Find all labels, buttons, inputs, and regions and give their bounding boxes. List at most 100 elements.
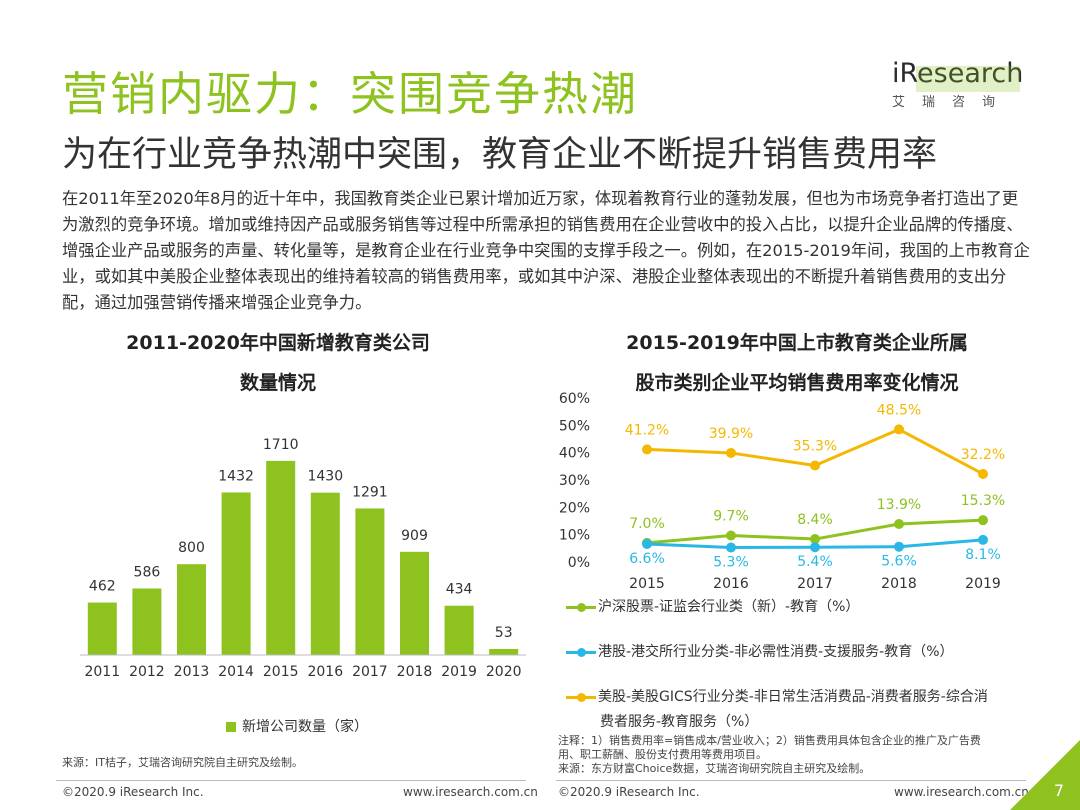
data-label: 41.2%: [625, 422, 669, 438]
bar-value-label: 909: [401, 528, 428, 544]
x-tick-label: 2018: [881, 576, 917, 592]
x-tick-label: 2017: [797, 576, 833, 592]
line-chart-title-line1: 2015-2019年中国上市教育类企业所属: [626, 332, 968, 354]
legend-label: 美股-美股GICS行业分类-非日常生活消费品-消费者服务-综合消: [598, 689, 988, 705]
logo-brand: iResearch: [892, 58, 1024, 89]
legend-label-continued: 费者服务-教育服务（%）: [600, 714, 759, 730]
source-note-right: 来源：东方财富Choice数据，艾瑞咨询研究院自主研究及绘制。: [558, 762, 871, 775]
data-point: [810, 542, 820, 553]
x-tick-label: 2018: [397, 664, 433, 680]
bar: [310, 492, 340, 655]
x-tick-label: 2016: [307, 664, 343, 680]
bar-value-label: 1432: [218, 468, 254, 484]
legend-marker-yellow: [566, 692, 596, 702]
page-subtitle: 为在行业竞争热潮中突围，教育企业不断提升销售费用率: [62, 135, 938, 175]
y-tick-label: 60%: [559, 391, 590, 407]
x-tick-label: 2019: [441, 664, 477, 680]
bar-value-label: 1710: [263, 437, 299, 453]
bar-chart-title-line1: 2011-2020年中国新增教育类公司: [126, 332, 430, 354]
line-legend-item-us: 美股-美股GICS行业分类-非日常生活消费品-消费者服务-综合消: [566, 686, 988, 706]
page-title: 营销内驱力：突围竞争热潮: [62, 67, 638, 121]
data-label: 13.9%: [877, 497, 921, 513]
legend-label: 港股-港交所行业分类-非必需性消费-支援服务-教育（%）: [598, 644, 954, 660]
bar-value-label: 800: [178, 540, 205, 556]
url-right: www.iresearch.com.cn: [894, 785, 1029, 799]
y-tick-label: 20%: [559, 500, 590, 516]
line-legend-item-hk: 港股-港交所行业分类-非必需性消费-支援服务-教育（%）: [566, 641, 954, 661]
x-tick-label: 2012: [129, 664, 165, 680]
data-label: 7.0%: [629, 516, 665, 532]
x-tick-label: 2019: [965, 576, 1001, 592]
data-label: 15.3%: [961, 493, 1005, 509]
legend-marker-green: [566, 602, 596, 612]
copyright-right: ©2020.9 iResearch Inc.: [558, 785, 700, 799]
x-tick-label: 2014: [218, 664, 254, 680]
footer-divider: [56, 780, 526, 781]
bar-chart: 462 2011 586 2012 800 2013 1432 2014 1710 2015 143…: [80, 437, 526, 680]
data-point: [978, 534, 988, 545]
intro-paragraph: 在2011年至2020年8月的近十年中，我国教育类企业已累计增加近万家，体现着教…: [62, 189, 1030, 312]
x-tick-label: 2020: [486, 664, 522, 680]
y-tick-label: 40%: [559, 446, 590, 462]
bar: [132, 588, 162, 655]
x-tick-label: 2011: [84, 664, 120, 680]
data-label: 35.3%: [793, 439, 837, 455]
data-point: [978, 468, 988, 479]
data-label: 5.6%: [881, 554, 917, 570]
x-tick-label: 2016: [713, 576, 749, 592]
y-tick-label: 50%: [559, 418, 590, 434]
bar-legend: 新增公司数量（家）: [226, 716, 368, 736]
data-point: [894, 519, 904, 530]
bar-chart-title-line2: 数量情况: [239, 372, 316, 394]
footer-divider: [556, 780, 1026, 781]
x-tick-label: 2015: [629, 576, 665, 592]
bar-value-label: 434: [446, 582, 473, 598]
copyright-left: ©2020.9 iResearch Inc.: [62, 785, 204, 799]
data-point: [810, 534, 820, 545]
data-label: 8.4%: [797, 512, 833, 528]
data-point: [726, 542, 736, 553]
data-label: 6.6%: [629, 551, 665, 567]
bar-legend-label: 新增公司数量（家）: [242, 719, 368, 735]
y-tick-label: 10%: [559, 528, 590, 544]
page-number: 7: [1053, 781, 1064, 800]
data-point: [894, 541, 904, 552]
bar: [221, 492, 251, 655]
url-left: www.iresearch.com.cn: [403, 785, 538, 799]
data-point: [726, 447, 736, 458]
iresearch-logo: iResearch 艾瑞咨询: [892, 58, 1024, 128]
data-label: 48.5%: [877, 402, 921, 418]
data-label: 39.9%: [709, 426, 753, 442]
bar-legend-swatch: [226, 722, 236, 732]
bar-value-label: 1430: [307, 469, 343, 485]
source-note-left: 来源：IT桔子，艾瑞咨询研究院自主研究及绘制。: [62, 756, 303, 769]
data-label: 32.2%: [961, 447, 1005, 463]
data-point: [642, 444, 652, 455]
legend-marker-blue: [566, 647, 596, 657]
y-tick-label: 0%: [568, 555, 590, 571]
line-legend-item-shenzhen: 沪深股票-证监会行业类（新）-教育（%）: [566, 596, 859, 616]
y-tick-label: 30%: [559, 473, 590, 489]
bar: [400, 551, 429, 655]
data-point: [642, 538, 652, 549]
bar: [489, 648, 519, 655]
data-label: 5.4%: [797, 554, 833, 570]
bar-value-label: 462: [89, 579, 116, 595]
data-point: [894, 424, 904, 435]
line-chart-title-line2: 股市类别企业平均销售费用率变化情况: [635, 372, 959, 394]
bar-value-label: 1291: [352, 484, 388, 500]
x-tick-label: 2015: [263, 664, 299, 680]
page-corner-triangle: [1010, 740, 1080, 810]
bar: [266, 460, 296, 655]
logo-cn: 艾瑞咨询: [892, 95, 1013, 110]
bar: [355, 508, 385, 655]
x-tick-label: 2017: [352, 664, 388, 680]
bar-value-label: 586: [134, 564, 161, 580]
data-label: 5.3%: [713, 555, 749, 571]
x-tick-label: 2013: [174, 664, 210, 680]
note-line: 用、职工薪酬、股份支付费用等费用项目。: [558, 748, 767, 761]
bar: [444, 605, 474, 655]
legend-label: 沪深股票-证监会行业类（新）-教育（%）: [598, 599, 860, 615]
bar: [87, 602, 117, 655]
line-chart: 60% 50% 40% 30% 20% 10% 0% 2015 2016 2017 2018 2019…: [559, 391, 1005, 592]
